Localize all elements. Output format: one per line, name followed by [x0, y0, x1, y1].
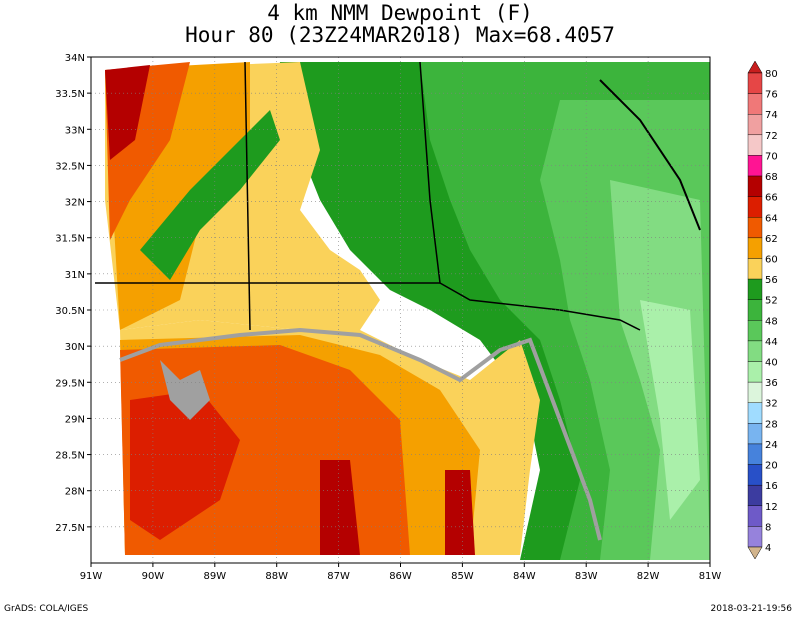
lat-label-34N: 34N	[65, 53, 85, 64]
colorbar-label-12: 12	[765, 502, 778, 513]
lat-label-33.5N: 33.5N	[55, 89, 85, 100]
lat-label-30.5N: 30.5N	[55, 306, 85, 317]
colorbar-swatch	[747, 155, 763, 177]
lat-label-32.5N: 32.5N	[55, 161, 85, 172]
colorbar-label-4: 4	[765, 543, 771, 554]
lon-label-88W: 88W	[265, 571, 288, 582]
footer-timestamp: 2018-03-21-19:56	[710, 604, 793, 614]
colorbar-label-68: 68	[765, 172, 778, 183]
colorbar-swatch	[747, 361, 763, 383]
lat-label-28N: 28N	[65, 487, 85, 498]
lon-label-89W: 89W	[203, 571, 226, 582]
colorbar-label-76: 76	[765, 90, 778, 101]
latitude-axis: 34N 33.5N 33N 32.5N 32N 31.5N 31N 30.5N 30N 29.5N…	[55, 53, 91, 534]
colorbar-label-48: 48	[765, 316, 778, 327]
colorbar-label-40: 40	[765, 358, 778, 369]
colorbar-label-16: 16	[765, 481, 778, 492]
colorbar-label-32: 32	[765, 399, 778, 410]
colorbar-swatch	[747, 526, 763, 548]
title-line-1: 4 km NMM Dewpoint (F)	[267, 1, 533, 25]
lat-label-29N: 29N	[65, 414, 85, 425]
colorbar-top-arrow	[747, 60, 763, 74]
colorbar-swatch	[747, 484, 763, 506]
colorbar-swatch	[747, 196, 763, 218]
colorbar-swatch	[747, 423, 763, 445]
lon-label-83W: 83W	[575, 571, 598, 582]
river-savannah	[599, 79, 701, 231]
colorbar-swatch	[747, 258, 763, 280]
colorbar-swatch	[747, 505, 763, 527]
colorbar-label-72: 72	[765, 131, 778, 142]
colorbar-label-28: 28	[765, 419, 778, 430]
lat-label-30N: 30N	[65, 342, 85, 353]
colorbar-swatch	[747, 175, 763, 197]
lat-label-31N: 31N	[65, 270, 85, 281]
colorbar-label-80: 80	[765, 69, 778, 80]
colorbar-legend: 8076747270686664626056524844403632282420…	[747, 60, 778, 560]
colorbar-label-20: 20	[765, 461, 778, 472]
dewpoint-68-zone	[105, 65, 150, 160]
colorbar-swatch	[747, 381, 763, 403]
lon-label-87W: 87W	[327, 571, 350, 582]
colorbar-swatch	[747, 320, 763, 342]
colorbar-bottom-arrow	[747, 546, 763, 560]
dewpoint-gulf-68-zone-east	[445, 470, 475, 555]
colorbar-label-44: 44	[765, 337, 778, 348]
dewpoint-40-zone	[640, 300, 700, 520]
colorbar-label-8: 8	[765, 522, 771, 533]
lon-label-84W: 84W	[513, 571, 536, 582]
lon-label-82W: 82W	[637, 571, 660, 582]
lat-label-31.5N: 31.5N	[55, 234, 85, 245]
lon-label-91W: 91W	[80, 571, 103, 582]
colorbar-swatch	[747, 93, 763, 115]
colorbar-label-56: 56	[765, 275, 778, 286]
colorbar-swatch	[747, 402, 763, 424]
colorbar-label-24: 24	[765, 440, 778, 451]
longitude-axis: 91W 90W 89W 88W 87W 86W 85W 84W 83W 82W 81W	[80, 563, 722, 582]
colorbar-swatch	[747, 299, 763, 321]
colorbar-label-52: 52	[765, 296, 778, 307]
lon-label-81W: 81W	[699, 571, 722, 582]
dewpoint-gulf-68-zone-west	[130, 390, 240, 540]
colorbar-swatch	[747, 340, 763, 362]
lat-label-32N: 32N	[65, 198, 85, 209]
colorbar-label-66: 66	[765, 193, 778, 204]
lat-label-28.5N: 28.5N	[55, 451, 85, 462]
lon-label-90W: 90W	[142, 571, 165, 582]
colorbar-swatch	[747, 114, 763, 136]
colorbar-swatch	[747, 72, 763, 94]
colorbar-label-60: 60	[765, 254, 778, 265]
colorbar-label-62: 62	[765, 234, 778, 245]
footer-credit: GrADS: COLA/IGES	[4, 604, 89, 614]
colorbar-swatch	[747, 443, 763, 465]
title-line-2: Hour 80 (23Z24MAR2018) Max=68.4057	[185, 23, 615, 47]
dewpoint-gulf-68-zone-center	[320, 460, 360, 555]
colorbar-swatch	[747, 237, 763, 259]
delta-marsh	[160, 360, 210, 420]
state-border-al-ga	[419, 61, 441, 284]
lat-label-29.5N: 29.5N	[55, 378, 85, 389]
colorbar-swatch	[747, 217, 763, 239]
colorbar-label-36: 36	[765, 378, 778, 389]
state-border-ms-al	[244, 61, 251, 331]
lon-label-86W: 86W	[389, 571, 412, 582]
lat-label-27.5N: 27.5N	[55, 523, 85, 534]
colorbar-label-74: 74	[765, 110, 778, 121]
map-title: 4 km NMM Dewpoint (F) Hour 80 (23Z24MAR2…	[0, 2, 800, 46]
lat-label-33N: 33N	[65, 125, 85, 136]
coastline	[119, 327, 602, 541]
lon-label-85W: 85W	[451, 571, 474, 582]
colorbar-swatch	[747, 464, 763, 486]
colorbar-label-64: 64	[765, 213, 778, 224]
colorbar-swatch	[747, 134, 763, 156]
colorbar-label-70: 70	[765, 151, 778, 162]
colorbar-swatch	[747, 278, 763, 300]
